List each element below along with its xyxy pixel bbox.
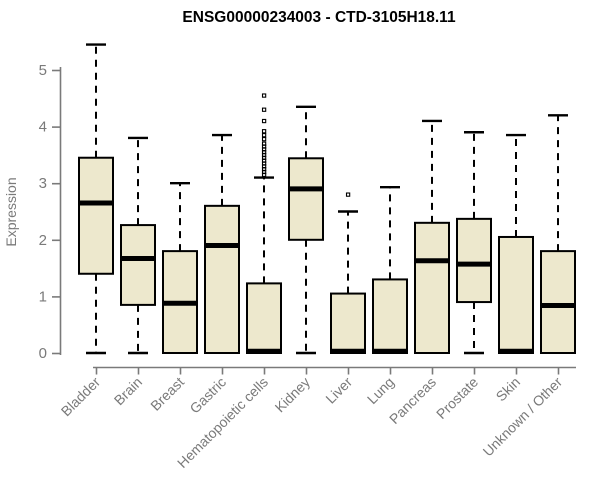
x-category-label-breast: Breast	[147, 374, 187, 414]
outlier-point-liver	[345, 192, 351, 197]
outlier-point-hematopoietic-cells	[261, 137, 267, 142]
x-category-label-pancreas: Pancreas	[386, 374, 439, 427]
outlier-point-hematopoietic-cells	[261, 129, 267, 134]
x-category-label-kidney: Kidney	[272, 374, 314, 416]
box-gastric	[204, 204, 240, 354]
y-tick-label: 2	[39, 232, 47, 249]
outlier-point-hematopoietic-cells	[261, 93, 267, 98]
x-category-label-liver: Liver	[322, 374, 355, 407]
box-kidney	[288, 157, 324, 241]
box-lung	[372, 278, 408, 355]
box-brain	[120, 224, 156, 306]
box-liver	[330, 292, 366, 355]
outlier-point-hematopoietic-cells	[261, 141, 267, 146]
y-tick-label: 4	[39, 119, 47, 136]
box-pancreas	[414, 221, 450, 354]
box-hematopoietic-cells	[246, 282, 282, 354]
x-category-label-prostate: Prostate	[433, 374, 481, 422]
y-tick-label: 3	[39, 175, 47, 192]
y-axis-label: Expression	[3, 177, 19, 246]
outlier-point-hematopoietic-cells	[261, 118, 267, 124]
chart-title: ENSG00000234003 - CTD-3105H18.11	[182, 9, 456, 26]
y-tick-label: 5	[39, 62, 47, 79]
y-tick-label: 1	[39, 288, 47, 305]
outlier-point-hematopoietic-cells	[261, 107, 267, 112]
box-prostate	[456, 217, 492, 304]
outlier-point-hematopoietic-cells	[261, 133, 267, 138]
x-category-label-bladder: Bladder	[58, 374, 104, 420]
box-unknown-other	[540, 250, 576, 354]
x-category-label-skin: Skin	[493, 374, 524, 405]
x-category-label-unknown-other: Unknown / Other	[480, 374, 566, 460]
y-tick-label: 0	[39, 345, 47, 362]
box-bladder	[78, 156, 114, 275]
x-category-label-brain: Brain	[111, 374, 145, 408]
x-category-label-lung: Lung	[364, 374, 397, 407]
box-skin	[498, 235, 534, 354]
